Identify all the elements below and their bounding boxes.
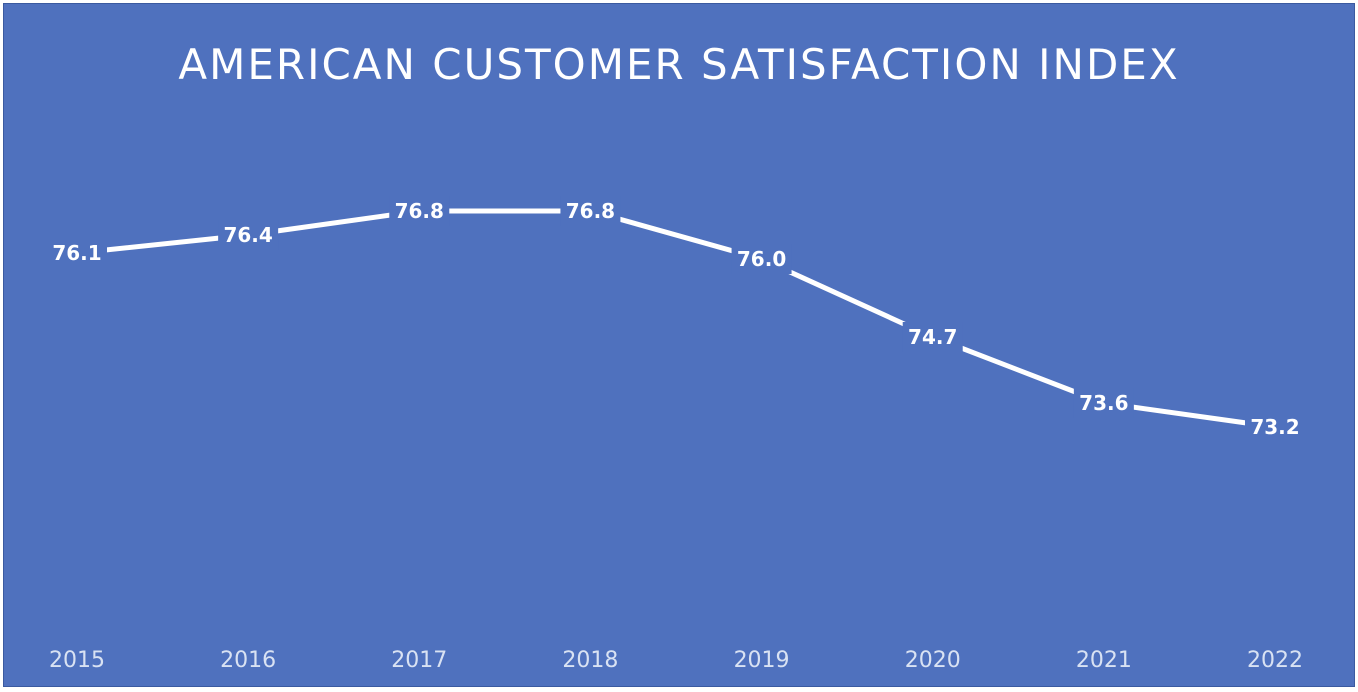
x-tick-label: 2016 <box>220 648 276 673</box>
data-label: 76.4 <box>223 223 272 247</box>
data-label: 74.7 <box>908 325 957 349</box>
x-tick-label: 2020 <box>905 648 961 673</box>
data-label-background <box>389 196 450 226</box>
x-tick-label: 2019 <box>734 648 790 673</box>
data-label-background <box>1245 412 1305 442</box>
x-tick-label: 2022 <box>1247 648 1303 673</box>
data-label: 76.8 <box>566 199 615 223</box>
data-label: 76.1 <box>52 241 101 265</box>
x-tick-label: 2021 <box>1076 648 1132 673</box>
data-label: 73.2 <box>1250 415 1299 439</box>
data-label: 73.6 <box>1079 391 1128 415</box>
data-label-background <box>731 244 792 274</box>
x-tick-label: 2017 <box>391 648 447 673</box>
chart-area: AMERICAN CUSTOMER SATISFACTION INDEX 76.… <box>3 3 1355 687</box>
x-axis: 2015 2016 2017 2018 2019 2020 2021 2022 <box>49 648 1303 673</box>
chart-title: AMERICAN CUSTOMER SATISFACTION INDEX <box>178 40 1180 89</box>
data-label-background <box>560 196 621 226</box>
drop-lines <box>76 225 1276 612</box>
x-tick-label: 2018 <box>562 648 618 673</box>
data-label-background <box>1073 388 1134 418</box>
data-label: 76.8 <box>395 199 444 223</box>
data-label-background <box>47 238 107 268</box>
data-label: 76.0 <box>737 247 786 271</box>
line-chart: 76.176.476.8 76.876.074.773.673.2 2015 201… <box>47 196 1305 673</box>
data-label-background <box>218 220 279 250</box>
data-label-background <box>902 322 963 352</box>
data-labels: 76.1 76.4 76.8 76.8 76.0 74.7 73.6 73.2 <box>47 196 1305 442</box>
x-tick-label: 2015 <box>49 648 105 673</box>
